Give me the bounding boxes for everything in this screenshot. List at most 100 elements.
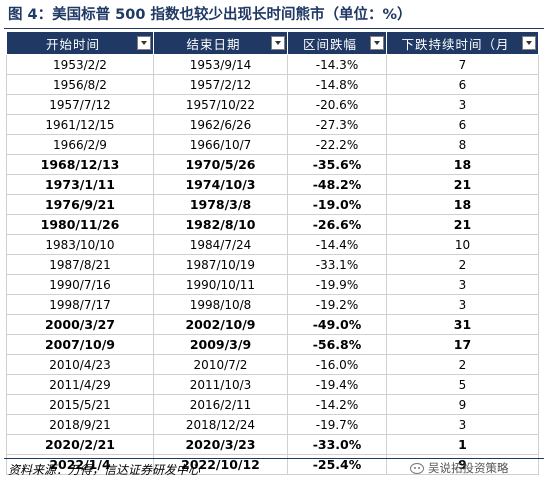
end-date-cell: 1982/8/10 (153, 214, 288, 235)
drop-cell: -22.2% (287, 134, 387, 155)
end-date-cell: 1974/10/3 (153, 174, 288, 195)
duration-cell: 2 (386, 254, 539, 275)
table-row: 2015/5/21 2016/2/11 -14.2% 9 (6, 394, 539, 415)
drop-cell: -56.8% (287, 334, 387, 355)
filter-dropdown-icon[interactable] (137, 36, 151, 50)
figure-title: 图 4：美国标普 500 指数也较少出现长时间熊市（单位：%） (8, 7, 412, 23)
drop-cell: -19.7% (287, 414, 387, 435)
duration-cell: 3 (386, 274, 539, 295)
drop-cell: -19.0% (287, 194, 387, 215)
duration-cell: 2 (386, 354, 539, 375)
table-body: 1953/2/2 1953/9/14 -14.3% 7 1956/8/2 1957/2/1… (6, 54, 539, 475)
end-date-cell: 1953/9/14 (153, 54, 288, 75)
table-row: 1953/2/2 1953/9/14 -14.3% 7 (6, 54, 539, 75)
end-date-cell: 1978/3/8 (153, 194, 288, 215)
start-date-cell: 1983/10/10 (6, 234, 154, 255)
start-date-cell: 1961/12/15 (6, 114, 154, 135)
drop-cell: -19.4% (287, 374, 387, 395)
table-row: 2020/2/21 2020/3/23 -33.0% 1 (6, 434, 539, 455)
watermark-text: 吴说拓投资策略 (428, 461, 509, 475)
duration-cell: 31 (386, 314, 539, 335)
start-date-cell: 2007/10/9 (6, 334, 154, 355)
table-row: 1957/7/12 1957/10/22 -20.6% 3 (6, 94, 539, 115)
table-row: 1990/7/16 1990/10/11 -19.9% 3 (6, 274, 539, 295)
drop-cell: -19.9% (287, 274, 387, 295)
duration-cell: 3 (386, 414, 539, 435)
drop-cell: -33.1% (287, 254, 387, 275)
drop-cell: -48.2% (287, 174, 387, 195)
column-header-label: 结束日期 (186, 36, 241, 52)
start-date-cell: 1956/8/2 (6, 74, 154, 95)
drop-cell: -14.3% (287, 54, 387, 75)
end-date-cell: 1970/5/26 (153, 154, 288, 175)
footer-rule (4, 458, 544, 459)
drop-cell: -16.0% (287, 354, 387, 375)
end-date-cell: 2011/10/3 (153, 374, 288, 395)
end-date-cell: 1990/10/11 (153, 274, 288, 295)
start-date-cell: 1953/2/2 (6, 54, 154, 75)
filter-dropdown-icon[interactable] (271, 36, 285, 50)
table-row: 2018/9/21 2018/12/24 -19.7% 3 (6, 414, 539, 435)
table-row: 1980/11/26 1982/8/10 -26.6% 21 (6, 214, 539, 235)
table-row: 2007/10/9 2009/3/9 -56.8% 17 (6, 334, 539, 355)
duration-cell: 6 (386, 114, 539, 135)
duration-cell: 5 (386, 374, 539, 395)
start-date-cell: 1980/11/26 (6, 214, 154, 235)
table-row: 1968/12/13 1970/5/26 -35.6% 18 (6, 154, 539, 175)
end-date-cell: 2016/2/11 (153, 394, 288, 415)
start-date-cell: 1968/12/13 (6, 154, 154, 175)
duration-cell: 8 (386, 134, 539, 155)
drop-cell: -33.0% (287, 434, 387, 455)
end-date-cell: 1962/6/26 (153, 114, 288, 135)
table-row: 1966/2/9 1966/10/7 -22.2% 8 (6, 134, 539, 155)
table-row: 1961/12/15 1962/6/26 -27.3% 6 (6, 114, 539, 135)
start-date-cell: 2015/5/21 (6, 394, 154, 415)
table-row: 2010/4/23 2010/7/2 -16.0% 2 (6, 354, 539, 375)
bear-market-table: 开始时间 结束日期 区间跌幅 下跌持续时间（月 1953/2/2 1953/9/14 -1… (6, 31, 539, 475)
duration-cell: 18 (386, 194, 539, 215)
end-date-cell: 1957/2/12 (153, 74, 288, 95)
title-rule (4, 28, 544, 29)
start-date-cell: 1987/8/21 (6, 254, 154, 275)
table-row: 1973/1/11 1974/10/3 -48.2% 21 (6, 174, 539, 195)
column-header-3: 区间跌幅 (287, 31, 387, 55)
duration-cell: 18 (386, 154, 539, 175)
duration-cell: 9 (386, 394, 539, 415)
filter-dropdown-icon[interactable] (522, 36, 536, 50)
column-header-4: 下跌持续时间（月 (386, 31, 539, 55)
start-date-cell: 2022/1/4 (6, 454, 154, 475)
table-header-row: 开始时间 结束日期 区间跌幅 下跌持续时间（月 (6, 31, 539, 55)
duration-cell: 7 (386, 54, 539, 75)
drop-cell: -14.2% (287, 394, 387, 415)
table-row: 1983/10/10 1984/7/24 -14.4% 10 (6, 234, 539, 255)
filter-dropdown-icon[interactable] (370, 36, 384, 50)
column-header-label: 区间跌幅 (302, 36, 357, 52)
table-row: 1956/8/2 1957/2/12 -14.8% 6 (6, 74, 539, 95)
end-date-cell: 1957/10/22 (153, 94, 288, 115)
end-date-cell: 2010/7/2 (153, 354, 288, 375)
start-date-cell: 2020/2/21 (6, 434, 154, 455)
table-row: 2022/1/4 2022/10/12 -25.4% 9 (6, 454, 539, 475)
table-row: 1998/7/17 1998/10/8 -19.2% 3 (6, 294, 539, 315)
watermark: 吴说拓投资策略 (410, 460, 509, 476)
drop-cell: -20.6% (287, 94, 387, 115)
drop-cell: -25.4% (287, 454, 387, 475)
start-date-cell: 2018/9/21 (6, 414, 154, 435)
drop-cell: -35.6% (287, 154, 387, 175)
drop-cell: -49.0% (287, 314, 387, 335)
table-row: 2000/3/27 2002/10/9 -49.0% 31 (6, 314, 539, 335)
duration-cell: 3 (386, 94, 539, 115)
end-date-cell: 1987/10/19 (153, 254, 288, 275)
end-date-cell: 2018/12/24 (153, 414, 288, 435)
duration-cell: 3 (386, 294, 539, 315)
column-header-label: 开始时间 (45, 36, 100, 52)
duration-cell: 9 (386, 454, 539, 475)
duration-cell: 21 (386, 174, 539, 195)
wechat-icon (410, 462, 424, 474)
end-date-cell: 2009/3/9 (153, 334, 288, 355)
start-date-cell: 1966/2/9 (6, 134, 154, 155)
end-date-cell: 1984/7/24 (153, 234, 288, 255)
column-header-1: 开始时间 (6, 31, 154, 55)
drop-cell: -14.8% (287, 74, 387, 95)
start-date-cell: 2010/4/23 (6, 354, 154, 375)
